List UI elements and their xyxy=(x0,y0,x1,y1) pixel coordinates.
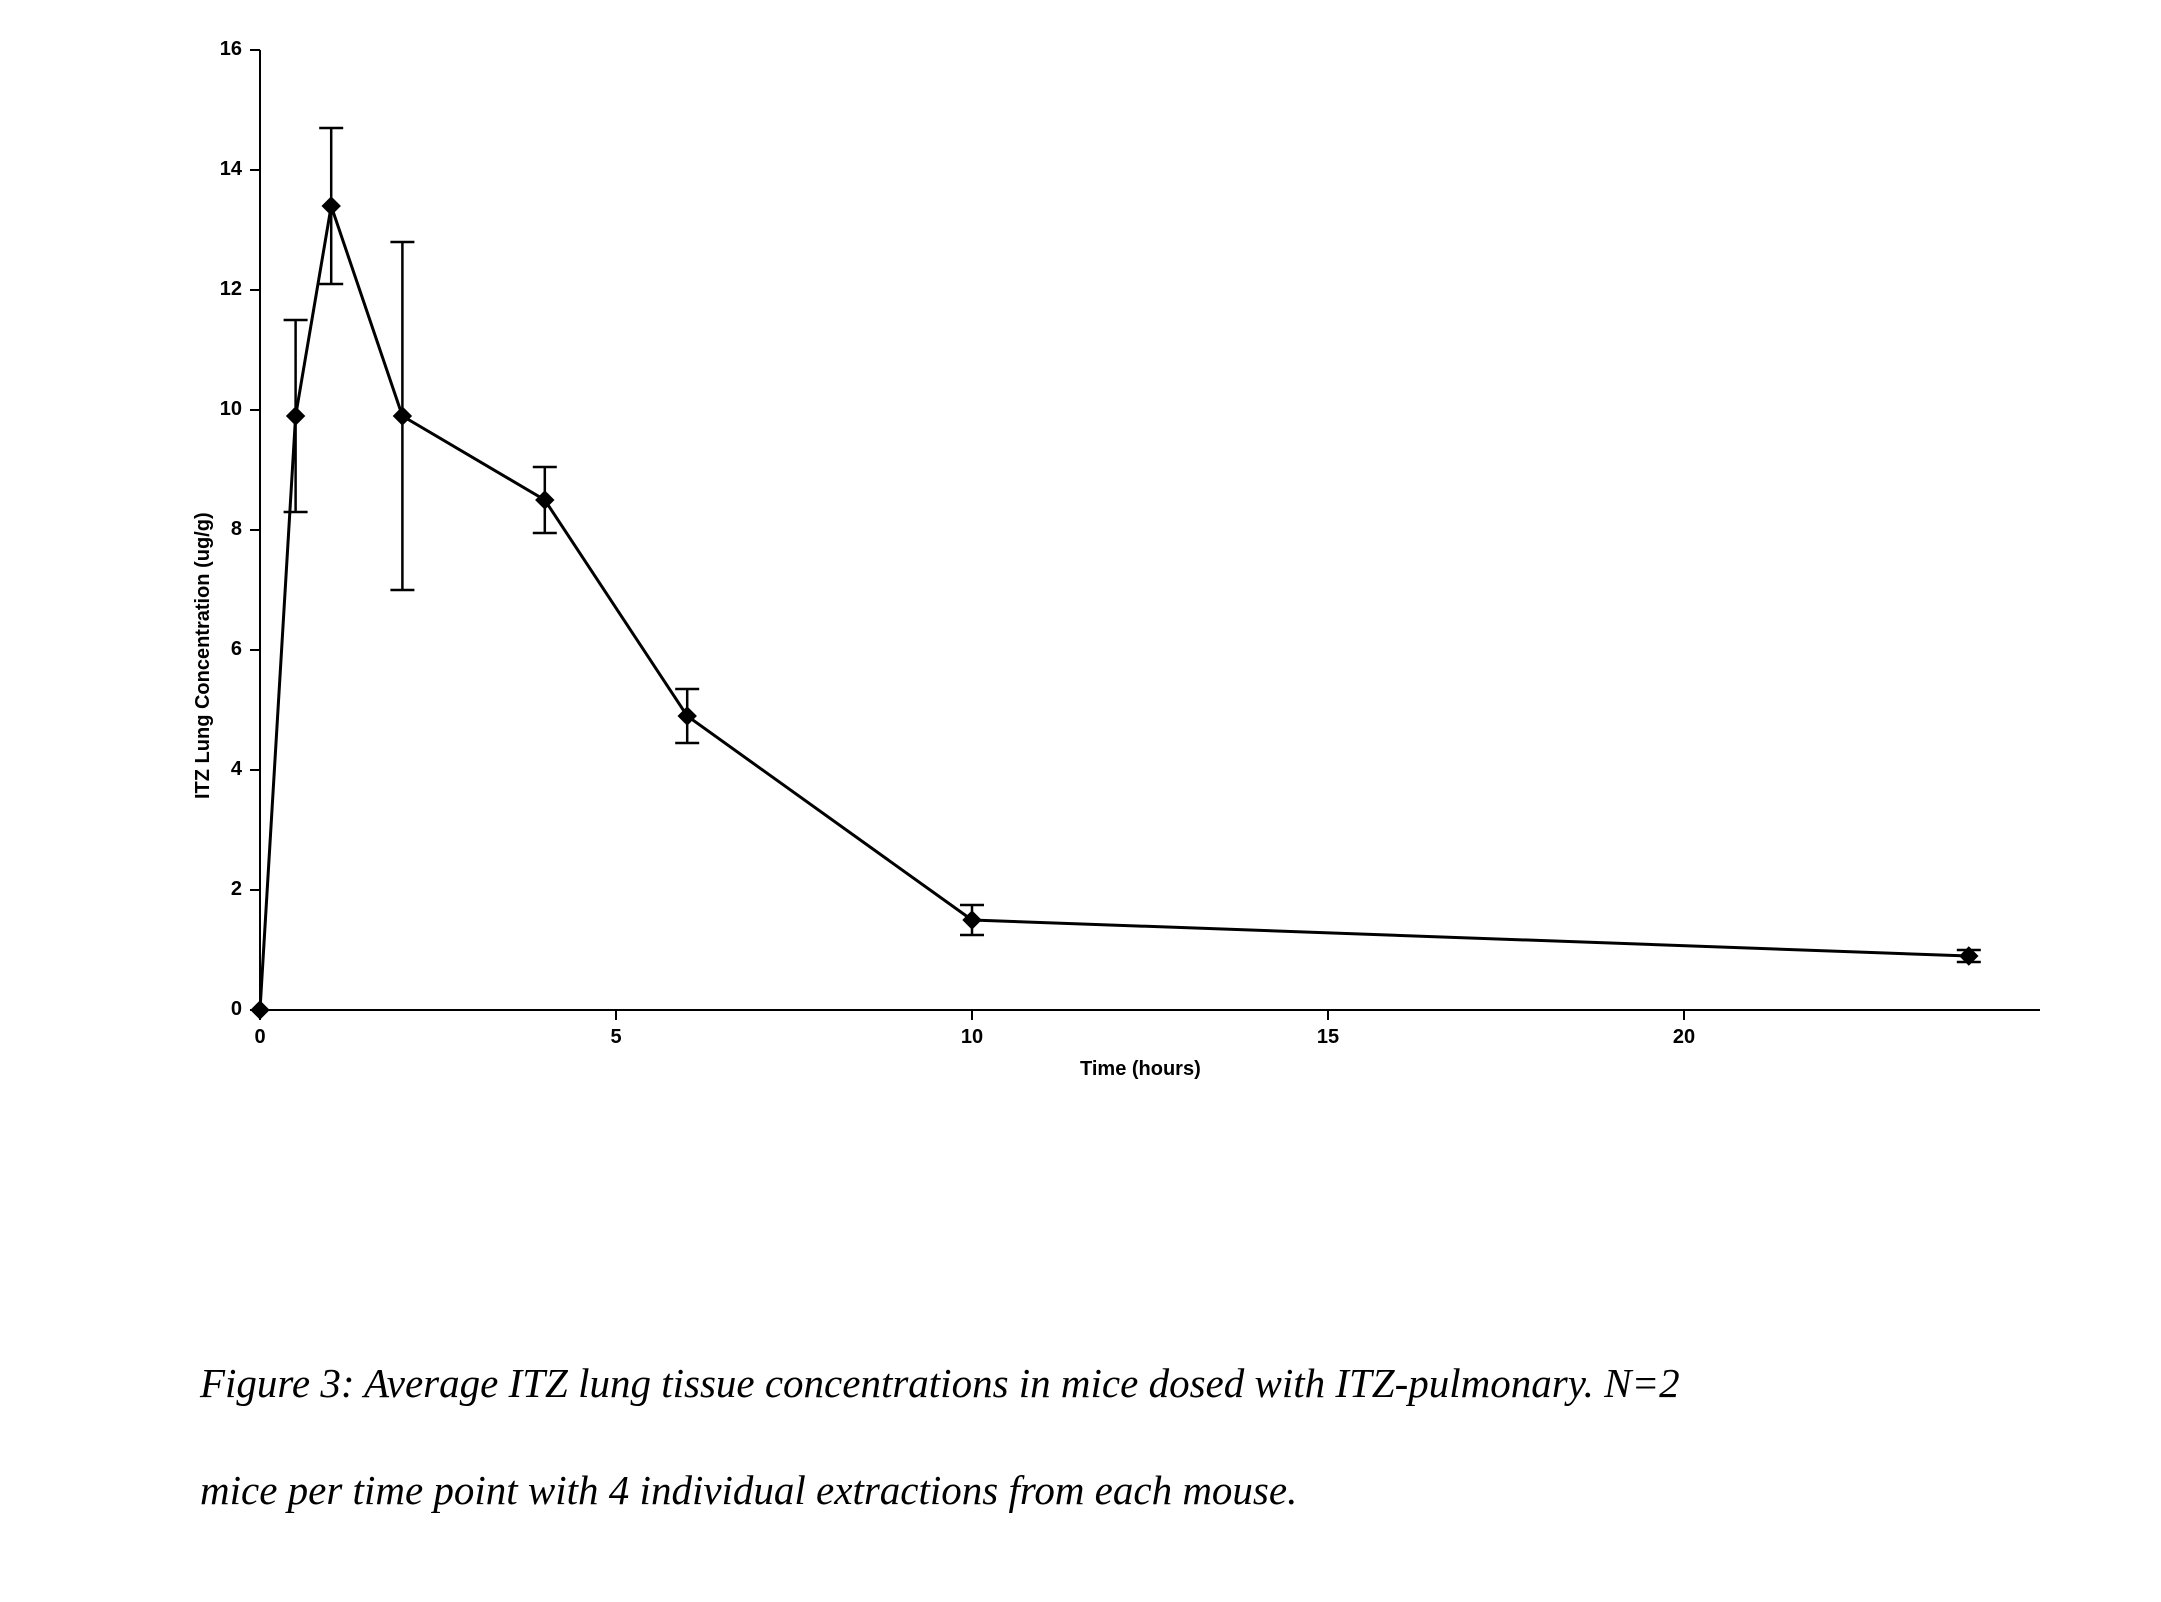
page: ITZ Lung Concentration (ug/g) Time (hour… xyxy=(0,0,2161,1602)
x-tick-label: 10 xyxy=(952,1026,992,1049)
figure-caption: Figure 3: Average ITZ lung tissue concen… xyxy=(200,1330,2020,1543)
y-tick-label: 16 xyxy=(182,38,242,61)
x-tick-label: 15 xyxy=(1308,1026,1348,1049)
x-tick-label: 20 xyxy=(1664,1026,1704,1049)
y-tick-label: 4 xyxy=(182,758,242,781)
x-axis-label: Time (hours) xyxy=(1080,1058,1201,1081)
y-tick-label: 6 xyxy=(182,638,242,661)
caption-line-2: mice per time point with 4 individual ex… xyxy=(200,1467,1297,1513)
y-tick-label: 10 xyxy=(182,398,242,421)
x-tick-label: 0 xyxy=(240,1026,280,1049)
chart-container: ITZ Lung Concentration (ug/g) Time (hour… xyxy=(140,30,2060,1130)
y-tick-label: 2 xyxy=(182,878,242,901)
caption-line-1: Figure 3: Average ITZ lung tissue concen… xyxy=(200,1360,1680,1406)
y-tick-label: 14 xyxy=(182,158,242,181)
y-tick-label: 0 xyxy=(182,998,242,1021)
chart-svg xyxy=(140,30,2060,1130)
y-tick-label: 12 xyxy=(182,278,242,301)
y-tick-label: 8 xyxy=(182,518,242,541)
x-tick-label: 5 xyxy=(596,1026,636,1049)
